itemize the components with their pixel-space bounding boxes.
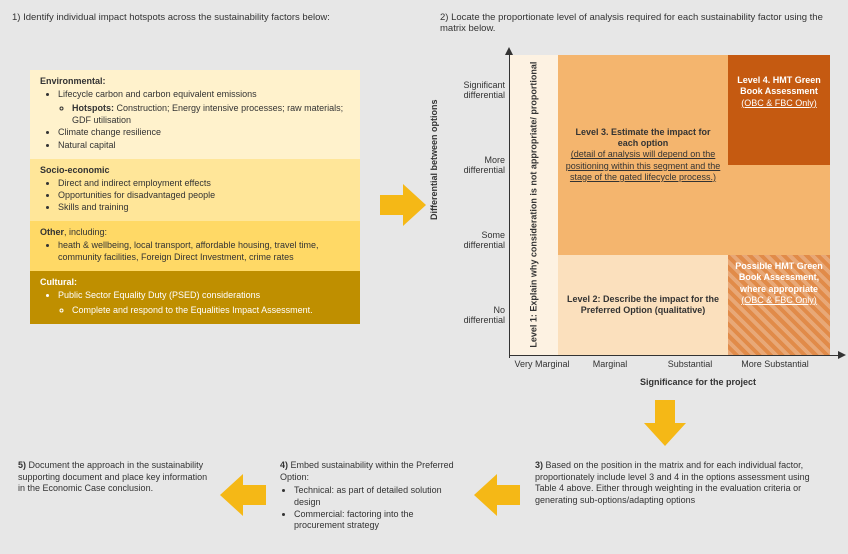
- matrix-level2-title: Level 2: Describe the impact for the Pre…: [564, 294, 722, 317]
- factor-cultural: Cultural: Public Sector Equality Duty (P…: [30, 271, 360, 323]
- factor-other: Other, including: heath & wellbeing, loc…: [30, 221, 360, 271]
- y-axis-arrowhead: [505, 47, 513, 55]
- factor-other-suffix: , including:: [64, 227, 107, 237]
- hotspots-label: Hotspots:: [72, 103, 114, 113]
- matrix-level3-sub: (detail of analysis will depend on the p…: [564, 149, 722, 183]
- matrix-possible-sub: (OBC & FBC Only): [741, 295, 817, 305]
- x-tick: Marginal: [575, 359, 645, 369]
- factor-env-title: Environmental:: [40, 76, 106, 86]
- factor-socio: Socio-economic Direct and indirect emplo…: [30, 159, 360, 221]
- factor-socio-item: Direct and indirect employment effects: [58, 177, 350, 189]
- step5-text: 5) Document the approach in the sustaina…: [18, 460, 213, 495]
- matrix-level4: Level 4. HMT Green Book Assessment (OBC …: [728, 55, 830, 165]
- x-axis-arrowhead: [838, 351, 846, 359]
- step4-lead: 4) Embed sustainability within the Prefe…: [280, 460, 454, 482]
- factor-column: Environmental: Lifecycle carbon and carb…: [30, 70, 360, 324]
- matrix-y-title: Differential between options: [429, 99, 439, 220]
- matrix-level1: Level 1: Explain why consideration is no…: [510, 55, 558, 355]
- factor-cultural-title: Cultural:: [40, 277, 77, 287]
- factor-socio-title: Socio-economic: [40, 165, 110, 175]
- factor-socio-item: Opportunities for disadvantaged people: [58, 189, 350, 201]
- y-tick: Some differential: [450, 230, 505, 250]
- matrix-possible: Possible HMT Green Book Assessment, wher…: [728, 255, 830, 355]
- arrow-step4-to-5: [218, 470, 268, 520]
- step3-text: 3) Based on the position in the matrix a…: [535, 460, 825, 507]
- matrix-level3-title: Level 3. Estimate the impact for each op…: [564, 127, 722, 150]
- arrow-step1-to-2: [378, 180, 428, 230]
- arrow-step3-to-4: [472, 470, 522, 520]
- matrix-level4-title: Level 4. HMT Green Book Assessment: [734, 75, 824, 98]
- step4-item: Technical: as part of detailed solution …: [294, 485, 465, 508]
- step4: 4) Embed sustainability within the Prefe…: [280, 460, 465, 532]
- y-tick: More differential: [450, 155, 505, 175]
- x-tick: Very Marginal: [512, 359, 572, 369]
- arrow-step2-to-3: [640, 398, 690, 448]
- y-tick: Significant differential: [450, 80, 505, 100]
- matrix: Differential between options Significanc…: [440, 55, 835, 390]
- matrix-possible-title: Possible HMT Green Book Assessment, wher…: [734, 261, 824, 295]
- factor-other-item: heath & wellbeing, local transport, affo…: [58, 239, 350, 263]
- matrix-x-title: Significance for the project: [640, 377, 756, 387]
- step2-title: 2) Locate the proportionate level of ana…: [440, 12, 830, 34]
- step1-title: 1) Identify individual impact hotspots a…: [12, 12, 372, 23]
- step5-body: 5) Document the approach in the sustaina…: [18, 460, 207, 493]
- factor-env-item: Climate change resilience: [58, 126, 350, 138]
- factor-other-title: Other: [40, 227, 64, 237]
- factor-environmental: Environmental: Lifecycle carbon and carb…: [30, 70, 360, 159]
- factor-env-item: Natural capital: [58, 139, 350, 151]
- factor-cultural-subitem: Complete and respond to the Equalities I…: [72, 304, 350, 316]
- factor-env-item: Lifecycle carbon and carbon equivalent e…: [58, 88, 350, 100]
- y-tick: No differential: [450, 305, 505, 325]
- matrix-cells: Level 1: Explain why consideration is no…: [510, 55, 830, 355]
- x-axis-line: [509, 355, 839, 356]
- matrix-level3: Level 3. Estimate the impact for each op…: [558, 55, 728, 255]
- x-tick: Substantial: [655, 359, 725, 369]
- matrix-level1-text: Level 1: Explain why consideration is no…: [528, 62, 539, 348]
- matrix-level4-sub: (OBC & FBC Only): [741, 98, 817, 108]
- factor-cultural-item: Public Sector Equality Duty (PSED) consi…: [58, 289, 350, 301]
- matrix-level2: Level 2: Describe the impact for the Pre…: [558, 255, 728, 355]
- step3-body: 3) Based on the position in the matrix a…: [535, 460, 810, 505]
- factor-env-hotspot: Hotspots: Construction; Energy intensive…: [72, 102, 350, 126]
- step4-item: Commercial: factoring into the procureme…: [294, 509, 465, 532]
- x-tick: More Substantial: [735, 359, 815, 369]
- matrix-level3-ext: [728, 165, 830, 255]
- factor-socio-item: Skills and training: [58, 201, 350, 213]
